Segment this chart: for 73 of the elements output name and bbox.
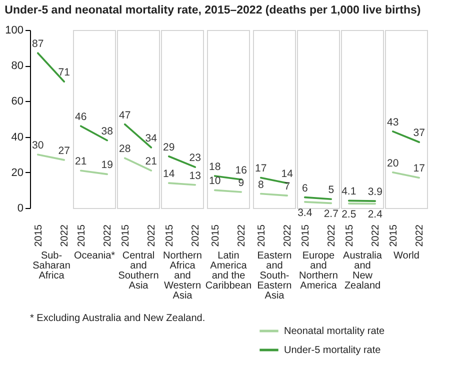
x-tick-label: 2022 (190, 224, 202, 247)
data-label: 21 (145, 156, 158, 168)
x-tick-label: 2022 (146, 224, 158, 247)
data-label: 2.7 (324, 208, 339, 220)
text: Under-5 and neonatal mortality rate, 2015–2022 (deaths per 1,000 live births) (4, 4, 421, 16)
data-label: 37 (413, 127, 426, 140)
data-label: 21 (75, 156, 87, 168)
x-axis-title: Oceania* (74, 250, 116, 262)
data-label: 4.1 (342, 186, 356, 198)
data-label: 18 (209, 160, 221, 173)
text: * Excluding Australia and New Zealand. (30, 313, 206, 324)
x-tick-label: 2015 (210, 224, 222, 247)
data-label: 5 (328, 184, 334, 196)
y-tick-label: 20 (11, 166, 24, 179)
x-tick-label: 2015 (33, 224, 44, 247)
x-tick-label: 2022 (414, 224, 426, 247)
data-label: 13 (189, 170, 202, 182)
data-label: 38 (101, 125, 114, 138)
x-axis-title: Northern Africa and Western Asia (163, 250, 202, 302)
data-label: 20 (387, 157, 399, 170)
data-label: 27 (58, 144, 70, 157)
data-label: 6 (302, 182, 308, 194)
x-tick-label: 2022 (102, 224, 114, 247)
x-axis-title: Australia and New Zealand (343, 250, 382, 292)
x-axis-title: Latin America and the Caribbean (205, 250, 252, 292)
data-label: 16 (235, 164, 248, 177)
data-label: 9 (238, 176, 244, 189)
data-label: 10 (209, 175, 221, 188)
y-tick-label: 0 (17, 202, 24, 214)
legend-label: Neonatal mortality rate (284, 326, 386, 337)
data-label: 2.4 (368, 208, 383, 221)
data-label: 43 (387, 116, 399, 128)
data-label: 8 (258, 178, 264, 191)
x-tick-label: 2015 (120, 224, 132, 247)
x-axis-title: Central and Southern Asia (118, 250, 159, 292)
x-axis-title: Europe and Northern America (299, 250, 338, 292)
x-tick-label: 2015 (256, 224, 268, 247)
data-label: 17 (413, 162, 426, 175)
data-label: 3.4 (298, 206, 312, 219)
x-axis-title: Sub- Saharan Africa (32, 250, 70, 282)
data-label: 28 (119, 143, 131, 156)
data-label: 17 (255, 162, 267, 175)
x-tick-label: 2022 (370, 224, 382, 247)
x-tick-label: 2022 (236, 224, 248, 247)
data-label: 3.9 (368, 186, 383, 198)
x-tick-label: 2015 (344, 224, 356, 247)
data-label: 7 (284, 180, 290, 193)
data-label: 87 (32, 38, 44, 50)
data-label: 2.5 (342, 208, 356, 221)
x-tick-label: 2015 (300, 224, 312, 247)
data-label: 29 (163, 141, 175, 154)
x-tick-label: 2022 (326, 224, 338, 247)
data-label: 14 (281, 168, 294, 180)
x-tick-label: 2015 (388, 224, 400, 247)
x-tick-label: 2022 (282, 224, 294, 247)
data-label: 34 (145, 132, 158, 144)
data-label: 14 (163, 168, 175, 180)
data-label: 19 (101, 159, 114, 172)
data-label: 47 (119, 109, 131, 122)
data-label: 30 (32, 140, 44, 152)
x-tick-label: 2015 (76, 224, 88, 247)
y-tick-label: 60 (11, 96, 24, 108)
legend-label: Under-5 mortality rate (284, 345, 382, 356)
data-label: 46 (75, 111, 87, 124)
data-label: 23 (189, 152, 202, 164)
x-tick-label: 2022 (60, 224, 71, 247)
y-tick-label: 40 (11, 131, 24, 144)
x-axis-title: Eastern and South- Eastern Asia (257, 250, 292, 302)
data-label: 71 (58, 66, 70, 79)
x-axis-title: World (394, 250, 420, 262)
y-tick-label: 80 (11, 60, 24, 72)
y-tick-label: 100 (5, 24, 24, 36)
x-tick-label: 2015 (164, 224, 176, 247)
